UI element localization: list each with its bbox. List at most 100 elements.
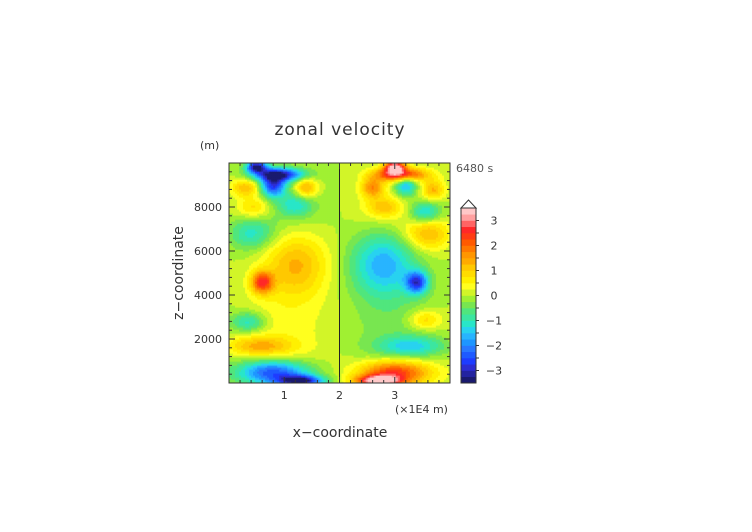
heatmap-cell	[295, 345, 298, 348]
heatmap-cell	[249, 299, 252, 302]
heatmap-cell	[295, 307, 298, 310]
heatmap-cell	[281, 333, 284, 336]
heatmap-cell	[379, 335, 383, 338]
heatmap-cell	[277, 353, 280, 356]
heatmap-cell	[301, 381, 304, 383]
heatmap-cell	[409, 359, 413, 362]
heatmap-cell	[269, 343, 272, 346]
heatmap-cell	[393, 355, 397, 358]
heatmap-cell	[383, 317, 387, 320]
heatmap-cell	[349, 307, 353, 310]
heatmap-cell	[341, 347, 345, 350]
heatmap-cell	[351, 313, 355, 316]
heatmap-cell	[283, 369, 286, 372]
heatmap-cell	[289, 309, 292, 312]
heatmap-cell	[433, 341, 437, 344]
heatmap-cell	[247, 331, 250, 334]
heatmap-cell	[423, 327, 427, 330]
heatmap-cell	[435, 301, 439, 304]
heatmap-cell	[447, 365, 450, 368]
heatmap-cell	[315, 325, 318, 328]
heatmap-cell	[293, 355, 296, 358]
heatmap-cell	[267, 357, 270, 360]
heatmap-cell	[283, 349, 286, 352]
heatmap-cell	[289, 345, 292, 348]
heatmap-cell	[399, 327, 403, 330]
heatmap-cell	[357, 337, 361, 340]
heatmap-cell	[429, 335, 433, 338]
heatmap-cell	[321, 335, 325, 338]
heatmap-cell	[239, 325, 242, 328]
heatmap-cell	[347, 299, 351, 302]
heatmap-cell	[307, 319, 310, 322]
heatmap-cell	[379, 357, 383, 360]
heatmap-cell	[399, 299, 403, 302]
heatmap-cell	[387, 349, 391, 352]
heatmap-cell	[429, 373, 433, 376]
heatmap-cell	[271, 335, 274, 338]
heatmap-cell	[385, 299, 389, 302]
heatmap-cell	[331, 345, 335, 348]
heatmap-cell	[357, 343, 361, 346]
heatmap-cell	[297, 335, 300, 338]
heatmap-cell	[263, 359, 266, 362]
heatmap-cell	[291, 369, 294, 372]
heatmap-cell	[349, 375, 353, 378]
heatmap-cell	[361, 313, 365, 316]
heatmap-cell	[445, 371, 449, 374]
heatmap-cell	[405, 367, 409, 370]
heatmap-cell	[273, 307, 276, 310]
heatmap-cell	[371, 373, 375, 376]
heatmap-cell	[237, 327, 240, 330]
heatmap-cell	[443, 305, 447, 308]
heatmap-cell	[291, 321, 294, 324]
heatmap-cell	[375, 341, 379, 344]
heatmap-cell	[427, 297, 431, 300]
heatmap-cell	[359, 295, 363, 298]
heatmap-cell	[283, 295, 286, 298]
heatmap-cell	[437, 365, 441, 368]
heatmap-cell	[273, 381, 276, 383]
heatmap-cell	[239, 333, 242, 336]
heatmap-cell	[333, 365, 337, 368]
heatmap-cell	[403, 297, 407, 300]
heatmap-cell	[261, 331, 264, 334]
heatmap-cell	[391, 309, 395, 312]
heatmap-cell	[409, 367, 413, 370]
heatmap-cell	[285, 307, 288, 310]
heatmap-cell	[339, 347, 343, 350]
heatmap-cell	[435, 337, 439, 340]
heatmap-cell	[285, 367, 288, 370]
heatmap-cell	[243, 343, 246, 346]
heatmap-cell	[251, 363, 254, 366]
heatmap-cell	[309, 339, 312, 342]
heatmap-cell	[399, 359, 403, 362]
heatmap-cell	[347, 371, 351, 374]
heatmap-cell	[239, 347, 242, 350]
heatmap-cell	[289, 341, 292, 344]
heatmap-cell	[431, 347, 435, 350]
heatmap-cell	[277, 337, 280, 340]
heatmap-cell	[279, 323, 282, 326]
heatmap-cell	[327, 351, 331, 354]
heatmap-cell	[379, 319, 383, 322]
heatmap-cell	[409, 339, 413, 342]
heatmap-cell	[437, 373, 441, 376]
heatmap-cell	[269, 379, 272, 382]
heatmap-cell	[369, 305, 373, 308]
heatmap-cell	[381, 317, 385, 320]
heatmap-cell	[259, 347, 262, 350]
heatmap-cell	[301, 373, 304, 376]
heatmap-cell	[297, 329, 300, 332]
heatmap-cell	[403, 295, 407, 298]
heatmap-cell	[339, 379, 343, 382]
heatmap-cell	[341, 367, 345, 370]
heatmap-cell	[361, 375, 365, 378]
heatmap-cell	[291, 349, 294, 352]
heatmap-cell	[249, 331, 252, 334]
heatmap-cell	[333, 363, 337, 366]
heatmap-cell	[259, 353, 262, 356]
heatmap-cell	[345, 321, 349, 324]
heatmap-cell	[325, 379, 329, 382]
heatmap-cell	[253, 323, 256, 326]
